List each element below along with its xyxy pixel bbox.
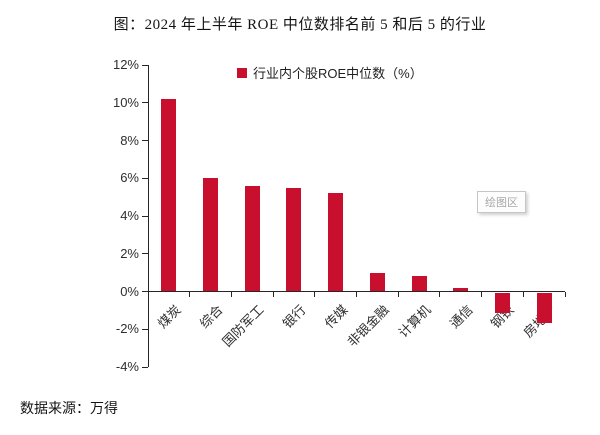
y-tick-label: 4% — [120, 208, 139, 223]
x-axis-tick — [147, 291, 149, 297]
x-category-label: 计算机 — [395, 301, 434, 340]
y-axis-tick — [142, 215, 148, 217]
y-tick-label: 0% — [120, 283, 139, 299]
y-tick-label: 8% — [120, 132, 139, 148]
bar-房地产 — [536, 292, 552, 323]
bar-煤炭 — [161, 98, 177, 292]
x-category-label: 非银金融 — [344, 301, 393, 350]
x-category-label: 国防军工 — [219, 301, 267, 350]
x-axis-tick — [397, 291, 399, 297]
bar-钢铁 — [494, 292, 510, 314]
x-category-label: 煤炭 — [154, 301, 184, 331]
y-tick-label: 10% — [112, 94, 139, 110]
y-axis-tick — [142, 102, 148, 104]
x-axis-tick — [481, 291, 483, 297]
y-axis-tick — [142, 291, 148, 292]
y-axis-tick — [142, 366, 148, 368]
x-category-label: 综合 — [196, 301, 226, 331]
bar-国防军工 — [244, 185, 260, 292]
bar-通信 — [453, 287, 469, 292]
x-category-label: 传媒 — [321, 301, 351, 331]
chart-title: 图：2024 年上半年 ROE 中位数排名前 5 和后 5 的行业 — [113, 17, 487, 33]
bar-传媒 — [328, 193, 344, 292]
x-axis-tick — [356, 291, 357, 297]
y-tick-label: 2% — [120, 245, 139, 261]
x-axis-tick — [314, 291, 316, 297]
y-tick-label: 6% — [120, 170, 139, 186]
y-axis-tick — [142, 253, 148, 255]
y-axis-tick — [142, 64, 148, 66]
legend-square-icon — [237, 67, 247, 78]
x-axis-tick — [230, 291, 232, 297]
legend: 行业内个股ROE中位数（%） — [237, 63, 423, 82]
y-axis-tick — [142, 328, 148, 330]
y-tick-label: -4% — [115, 359, 139, 374]
legend-label: 行业内个股ROE中位数（%） — [253, 66, 423, 81]
y-axis-tick — [142, 140, 148, 141]
bar-综合 — [203, 178, 219, 292]
x-axis-tick — [189, 291, 191, 297]
y-tick-label: -2% — [115, 321, 139, 337]
plot-area-tooltip: 绘图区 — [477, 191, 526, 213]
x-axis-tick — [522, 291, 524, 297]
y-axis-line — [148, 65, 149, 367]
x-axis-tick — [564, 291, 566, 297]
bar-计算机 — [411, 276, 427, 292]
bar-银行 — [286, 187, 302, 292]
bar-非银金融 — [369, 272, 385, 292]
x-category-label: 通信 — [446, 301, 476, 331]
y-axis-tick — [142, 177, 148, 179]
x-category-label: 银行 — [279, 301, 309, 331]
x-axis-tick — [439, 291, 441, 297]
source-text: 数据来源：万得 — [20, 402, 118, 417]
plot-area[interactable]: 12% 10% 8% 6% 4% 2% 0% -2% -4% 煤炭 综合 国防军工 银行 传媒 非银金融 计算… — [113, 57, 566, 374]
x-axis-tick — [272, 291, 274, 297]
y-tick-label: 12% — [112, 57, 139, 72]
